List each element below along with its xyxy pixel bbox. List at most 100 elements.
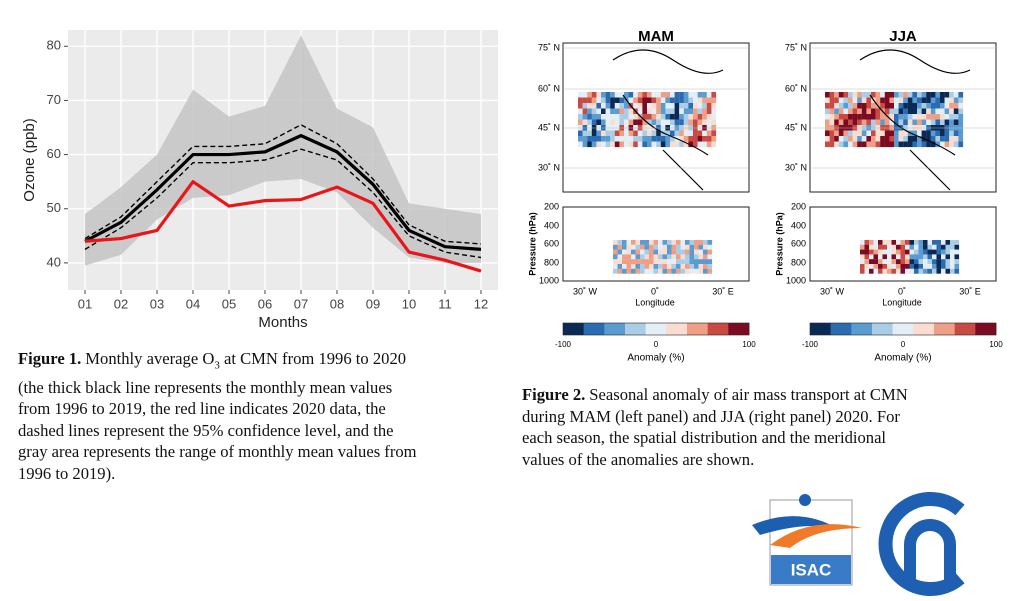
anomaly-cell [591, 141, 597, 148]
anomaly-cell [945, 254, 951, 260]
anomaly-cell [640, 259, 645, 265]
colorbar-tick: -100 [802, 340, 819, 349]
anomaly-cell [670, 141, 675, 148]
anomaly-cell [642, 141, 648, 148]
anomaly-cell [903, 97, 908, 104]
anomaly-cell [680, 240, 686, 245]
anomaly-cell [614, 108, 620, 115]
anomaly-cell [702, 141, 707, 148]
anomaly-cell [907, 136, 913, 142]
anomaly-cell [941, 249, 946, 255]
anomaly-cell [688, 119, 694, 126]
anomaly-cell [619, 92, 625, 98]
anomaly-cell [940, 114, 945, 120]
colorbar-swatch [872, 323, 893, 335]
y-tick-label: 60 [47, 146, 61, 161]
anomaly-cell [857, 103, 862, 109]
anomaly-cell [689, 249, 695, 255]
anomaly-cell [900, 264, 906, 269]
anomaly-cell [896, 264, 901, 269]
anomaly-cell [903, 141, 908, 148]
x-axis-label: Months [258, 314, 307, 331]
anomaly-cell [860, 254, 865, 260]
anomaly-cell [601, 97, 606, 104]
anomaly-cell [935, 103, 941, 109]
anomaly-cell [651, 92, 657, 98]
colorbar-swatch [666, 323, 688, 335]
anomaly-cell [674, 119, 680, 126]
anomaly-cell [610, 136, 615, 142]
anomaly-cell [914, 244, 919, 250]
anomaly-cell [891, 240, 897, 245]
anomaly-cell [582, 114, 588, 120]
anomaly-cell [834, 92, 839, 98]
anomaly-cell [918, 240, 924, 245]
anomaly-cell [601, 119, 606, 126]
anomaly-cell [631, 244, 636, 250]
anomaly-cell [894, 92, 899, 98]
anomaly-cell [921, 97, 927, 104]
anomaly-cell [665, 108, 671, 115]
anomaly-cell [624, 103, 629, 109]
anomaly-cell [884, 141, 890, 148]
anomaly-cell [653, 259, 659, 265]
anomaly-cell [642, 92, 648, 98]
anomaly-cell [926, 92, 931, 98]
anomaly-cell [866, 108, 872, 115]
anomaly-cell [631, 240, 636, 245]
anomaly-cell [706, 92, 712, 98]
anomaly-cell [642, 103, 648, 109]
anomaly-cell [852, 136, 858, 142]
anomaly-cell [614, 141, 620, 148]
pressure-tick: 400 [544, 220, 559, 230]
anomaly-cell [905, 244, 910, 250]
colorbar-swatch [583, 323, 605, 335]
anomaly-cell [587, 92, 592, 98]
colorbar-tick: 100 [742, 340, 756, 349]
x-tick-label: 01 [78, 296, 92, 311]
anomaly-cell [711, 92, 717, 98]
anomaly-cell [889, 92, 895, 98]
anomaly-cell [921, 108, 927, 115]
anomaly-cell [887, 259, 892, 265]
anomaly-cell [703, 268, 708, 274]
anomaly-cell [605, 108, 611, 115]
anomaly-cell [896, 259, 901, 265]
anomaly-cell [900, 254, 906, 260]
anomaly-cell [658, 254, 663, 260]
anomaly-cell [940, 141, 945, 148]
anomaly-cell [864, 259, 870, 265]
anomaly-cell [688, 103, 694, 109]
map-panel: JJA 75˚ N 60˚ N 45˚ N 30˚ N Pressure (hPa) 200… [774, 28, 1003, 364]
anomaly-cell [680, 249, 686, 255]
anomaly-cell [667, 259, 672, 265]
anomaly-cell [914, 249, 919, 255]
anomaly-cell [873, 264, 879, 269]
anomaly-cell [930, 141, 936, 148]
cnr-logo [878, 492, 965, 596]
anomaly-cell [656, 119, 661, 126]
anomaly-cell [857, 108, 862, 115]
anomaly-cell [936, 264, 942, 269]
anomaly-cell [914, 264, 919, 269]
anomaly-cell [857, 114, 862, 120]
anomaly-cell [838, 130, 844, 137]
anomaly-cell [628, 119, 634, 126]
anomaly-cell [896, 254, 901, 260]
anomaly-cell [688, 130, 694, 137]
anomaly-cell [930, 136, 936, 142]
anomaly-cell [644, 254, 650, 260]
anomaly-cell [857, 141, 862, 148]
anomaly-cell [829, 97, 835, 104]
anomaly-cell [944, 97, 950, 104]
anomaly-cell [935, 136, 941, 142]
anomaly-cell [582, 108, 588, 115]
anomaly-cell [930, 130, 936, 137]
anomaly-cell [635, 249, 641, 255]
anomaly-cell [887, 249, 892, 255]
anomaly-cell [662, 249, 668, 255]
anomaly-cell [860, 249, 865, 255]
anomaly-cell [582, 119, 588, 126]
anomaly-cell [900, 244, 906, 250]
